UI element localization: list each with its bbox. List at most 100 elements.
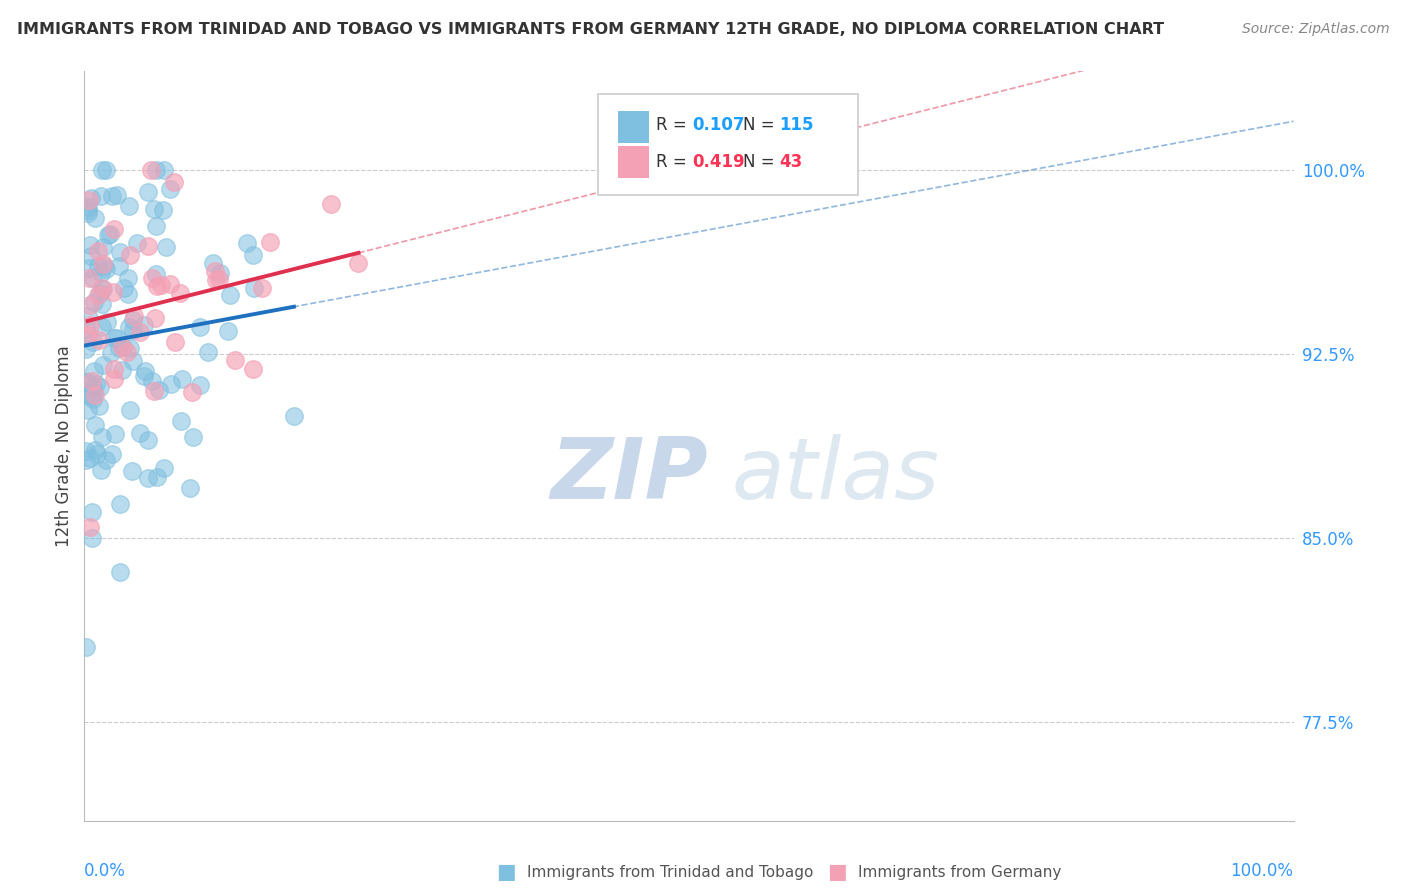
Point <box>83 295 105 310</box>
Point <box>75 640 97 655</box>
Point <box>76 206 98 220</box>
Point <box>118 199 141 213</box>
Point <box>134 363 156 377</box>
Point <box>117 320 139 334</box>
Point <box>208 266 231 280</box>
Text: IMMIGRANTS FROM TRINIDAD AND TOBAGO VS IMMIGRANTS FROM GERMANY 12TH GRADE, NO DI: IMMIGRANTS FROM TRINIDAD AND TOBAGO VS I… <box>17 22 1164 37</box>
Point <box>205 273 228 287</box>
Point <box>79 318 101 333</box>
Point <box>79 451 101 466</box>
Point <box>90 189 112 203</box>
Point <box>103 361 125 376</box>
Point <box>104 427 127 442</box>
Point <box>125 236 148 251</box>
Point <box>169 286 191 301</box>
Point <box>83 385 105 400</box>
Point <box>150 278 173 293</box>
Point <box>148 383 170 397</box>
Point <box>152 202 174 217</box>
Point <box>96 315 118 329</box>
Point <box>138 238 160 252</box>
Point <box>347 256 370 270</box>
FancyBboxPatch shape <box>617 146 650 178</box>
Point <box>76 375 98 389</box>
Point <box>90 266 112 280</box>
Point <box>97 227 120 242</box>
Point <box>77 200 100 214</box>
Point <box>107 260 129 274</box>
Text: ZIP: ZIP <box>550 434 707 517</box>
Point <box>129 325 152 339</box>
Point <box>90 320 112 334</box>
Point <box>224 353 246 368</box>
Point <box>94 262 117 277</box>
Point <box>90 430 112 444</box>
Text: 43: 43 <box>780 153 803 171</box>
Point <box>96 453 118 467</box>
Point <box>250 280 273 294</box>
Point <box>93 282 115 296</box>
Point <box>98 227 121 241</box>
Point <box>117 287 139 301</box>
Point <box>129 426 152 441</box>
Point <box>86 288 108 302</box>
Point <box>80 374 103 388</box>
Point <box>100 447 122 461</box>
Point <box>122 309 145 323</box>
Point <box>242 247 264 261</box>
Point <box>82 335 104 350</box>
Point <box>84 211 107 225</box>
Point <box>188 378 211 392</box>
Point <box>145 470 167 484</box>
Point <box>87 399 110 413</box>
Text: Source: ZipAtlas.com: Source: ZipAtlas.com <box>1241 22 1389 37</box>
Point <box>145 219 167 234</box>
Point <box>146 279 169 293</box>
Point <box>159 182 181 196</box>
Point <box>108 497 131 511</box>
Point <box>142 202 165 216</box>
Point <box>103 221 125 235</box>
Point <box>82 392 104 406</box>
Point <box>80 505 103 519</box>
Point <box>93 259 115 273</box>
Point <box>153 162 176 177</box>
Point <box>117 271 139 285</box>
Text: R =: R = <box>657 153 692 171</box>
Point <box>190 319 212 334</box>
Text: 115: 115 <box>780 116 814 135</box>
Text: N =: N = <box>744 153 780 171</box>
Point <box>155 240 177 254</box>
Point <box>103 371 125 385</box>
Text: 0.0%: 0.0% <box>84 862 127 880</box>
Point <box>77 403 100 417</box>
Point <box>90 463 112 477</box>
Point <box>75 444 97 458</box>
Point <box>141 270 163 285</box>
Point <box>76 386 98 401</box>
Point <box>76 375 98 389</box>
Point <box>120 248 142 262</box>
Point <box>87 259 110 273</box>
Point <box>236 235 259 250</box>
Point <box>283 409 305 423</box>
Point <box>197 344 219 359</box>
Point <box>169 414 191 428</box>
Point <box>76 327 98 342</box>
Point <box>82 271 104 285</box>
Point <box>181 430 204 444</box>
Text: Immigrants from Germany: Immigrants from Germany <box>858 865 1062 880</box>
Point <box>101 189 124 203</box>
Point <box>120 342 142 356</box>
Point <box>89 286 111 301</box>
Point <box>77 389 100 403</box>
Point <box>179 481 201 495</box>
Point <box>89 380 111 394</box>
Point <box>115 344 138 359</box>
Point <box>79 249 101 263</box>
Point <box>136 471 159 485</box>
Point <box>87 244 110 259</box>
Point <box>319 196 342 211</box>
Point <box>180 384 202 399</box>
Y-axis label: 12th Grade, No Diploma: 12th Grade, No Diploma <box>55 345 73 547</box>
